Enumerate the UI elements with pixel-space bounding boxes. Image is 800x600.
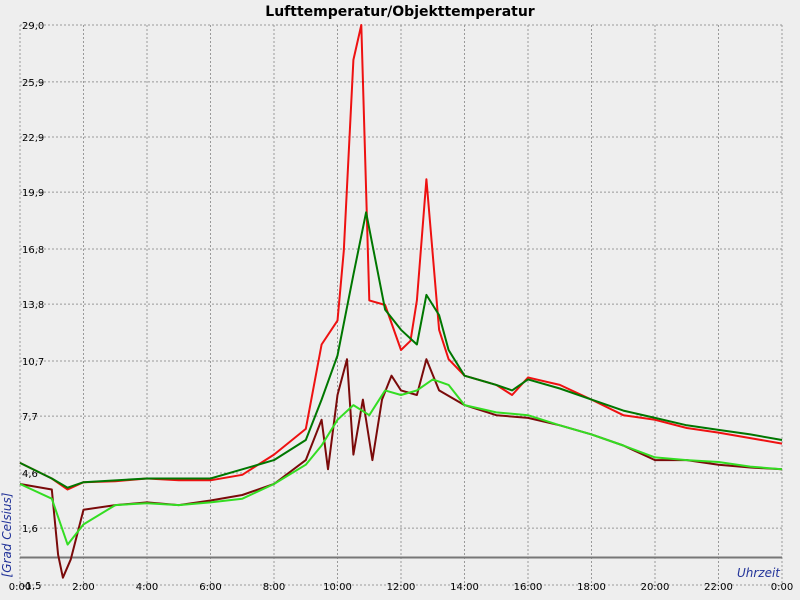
x-tick-label: 22:00 — [704, 582, 733, 593]
y-tick-label: 29,0 — [22, 21, 44, 32]
y-axis-label: [Grad Celsius] — [0, 492, 14, 577]
y-tick-label: 16,8 — [22, 245, 44, 256]
y-tick-label: 13,8 — [22, 300, 44, 311]
x-tick-label: 8:00 — [263, 582, 285, 593]
y-tick-label: 4,6 — [22, 469, 38, 480]
y-tick-label: 25,9 — [22, 78, 44, 89]
y-tick-label: 7,7 — [22, 412, 38, 423]
x-axis-label: Uhrzeit — [737, 566, 781, 580]
line-series — [19, 211, 783, 489]
x-tick-label: 0:00 — [771, 582, 793, 593]
y-tick-label: 22,9 — [22, 133, 44, 144]
x-tick-label: 20:00 — [641, 582, 670, 593]
y-tick-label: 1,6 — [22, 524, 38, 535]
x-tick-label: 12:00 — [387, 582, 416, 593]
x-tick-label: 4:00 — [136, 582, 158, 593]
x-tick-label: 18:00 — [577, 582, 606, 593]
y-tick-label: -1,5 — [22, 581, 42, 592]
chart-title: Lufttemperatur/Objekttemperatur — [265, 4, 535, 20]
x-tick-label: 10:00 — [323, 582, 352, 593]
y-tick-label: 19,9 — [22, 188, 44, 199]
y-tick-label: 10,7 — [22, 357, 44, 368]
x-tick-label: 16:00 — [514, 582, 543, 593]
x-tick-label: 0:00 — [9, 582, 31, 593]
line-series — [19, 378, 783, 546]
x-tick-label: 2:00 — [72, 582, 94, 593]
x-tick-label: 6:00 — [199, 582, 221, 593]
x-tick-label: 14:00 — [450, 582, 479, 593]
